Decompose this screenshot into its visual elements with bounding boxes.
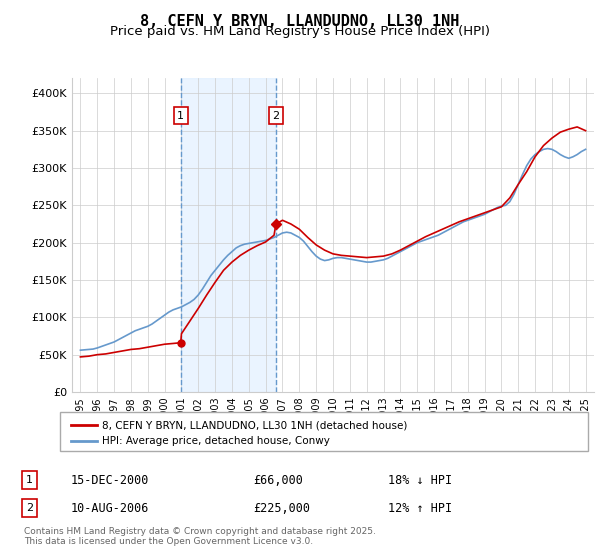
Text: 1: 1 (177, 111, 184, 121)
FancyBboxPatch shape (60, 412, 588, 451)
Text: 18% ↓ HPI: 18% ↓ HPI (388, 474, 452, 487)
Text: Contains HM Land Registry data © Crown copyright and database right 2025.
This d: Contains HM Land Registry data © Crown c… (24, 526, 376, 546)
Text: £66,000: £66,000 (253, 474, 303, 487)
Text: 8, CEFN Y BRYN, LLANDUDNO, LL30 1NH: 8, CEFN Y BRYN, LLANDUDNO, LL30 1NH (140, 14, 460, 29)
Text: 10-AUG-2006: 10-AUG-2006 (71, 502, 149, 515)
Text: 1: 1 (26, 475, 33, 485)
Text: 2: 2 (272, 111, 280, 121)
Text: £225,000: £225,000 (253, 502, 310, 515)
Text: HPI: Average price, detached house, Conwy: HPI: Average price, detached house, Conw… (102, 436, 330, 446)
Text: 8, CEFN Y BRYN, LLANDUDNO, LL30 1NH (detached house): 8, CEFN Y BRYN, LLANDUDNO, LL30 1NH (det… (102, 421, 407, 430)
Text: 15-DEC-2000: 15-DEC-2000 (71, 474, 149, 487)
Text: 2: 2 (26, 503, 33, 514)
Bar (181, 78, 276, 392)
Text: 12% ↑ HPI: 12% ↑ HPI (388, 502, 452, 515)
Text: Price paid vs. HM Land Registry's House Price Index (HPI): Price paid vs. HM Land Registry's House … (110, 25, 490, 38)
